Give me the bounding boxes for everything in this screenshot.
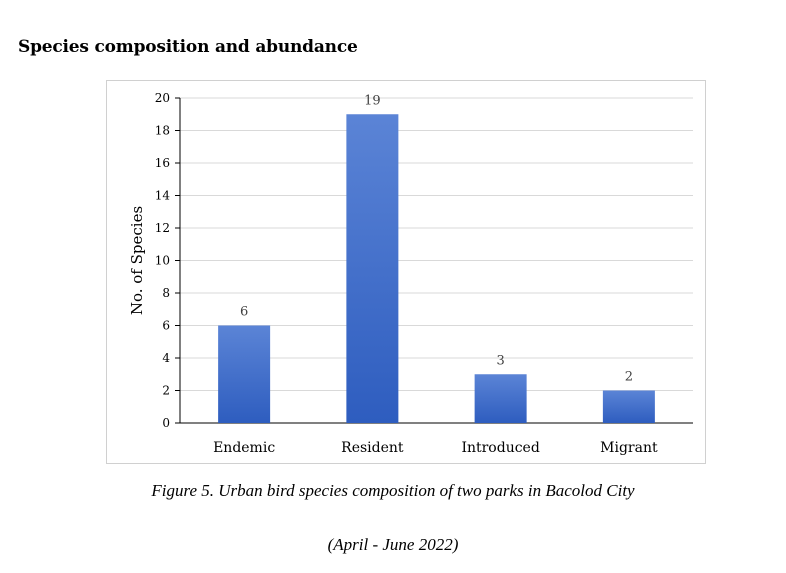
y-axis-title: No. of Species (128, 206, 146, 315)
data-label: 3 (496, 353, 504, 368)
bar-migrant (602, 390, 655, 423)
y-tick-label: 14 (155, 189, 171, 203)
y-tick-label: 4 (162, 351, 170, 365)
bar-resident (346, 114, 399, 423)
y-tick-label: 2 (162, 384, 170, 398)
section-heading: Species composition and abundance (18, 37, 358, 57)
y-tick-label: 6 (162, 319, 170, 333)
figure-caption: Figure 5. Urban bird species composition… (151, 481, 635, 500)
bar-chart: 0 2 4 6 8 10 12 14 16 18 20 6 Endemic 19 Resident 3 Intr… (128, 91, 693, 456)
y-tick-label: 10 (155, 254, 170, 268)
labels: 0 2 4 6 8 10 12 14 16 18 20 6 Endemic 19 Resident 3 Intr… (128, 91, 658, 456)
data-label: 2 (625, 370, 633, 385)
y-tick-label: 20 (155, 91, 170, 105)
y-tick-label: 18 (155, 124, 170, 138)
x-tick-label: Introduced (461, 440, 539, 456)
bar-endemic (218, 325, 271, 423)
bar-introduced (474, 374, 527, 423)
bars (218, 114, 655, 423)
figure-caption-date: (April - June 2022) (327, 535, 459, 554)
y-tick-label: 16 (155, 156, 170, 170)
data-label: 19 (364, 93, 381, 108)
y-tick-label: 0 (162, 416, 170, 430)
data-label: 6 (240, 305, 248, 320)
x-tick-label: Resident (341, 440, 404, 456)
y-tick-label: 12 (155, 221, 170, 235)
y-tick-label: 8 (162, 286, 170, 300)
chart-frame: 0 2 4 6 8 10 12 14 16 18 20 6 Endemic 19 Resident 3 Intr… (106, 80, 706, 464)
x-tick-label: Migrant (600, 440, 658, 456)
x-tick-label: Endemic (213, 440, 275, 456)
